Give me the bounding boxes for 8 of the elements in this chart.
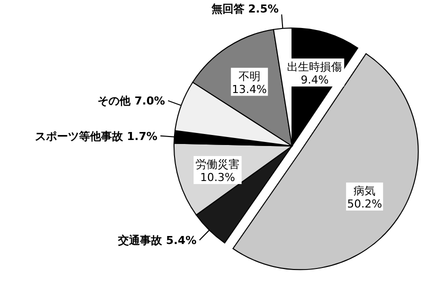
slice-label: 労働災害 (196, 158, 240, 172)
data-label: 10.3% (200, 171, 236, 184)
slice-label: 不明 (238, 70, 260, 83)
slice-label: 出生時損傷 (287, 60, 342, 74)
data-label: 50.2% (347, 198, 382, 211)
data-label: 13.4% (232, 82, 267, 96)
slice-label: 病気 (354, 184, 376, 198)
data-label: 9.4% (300, 74, 329, 86)
